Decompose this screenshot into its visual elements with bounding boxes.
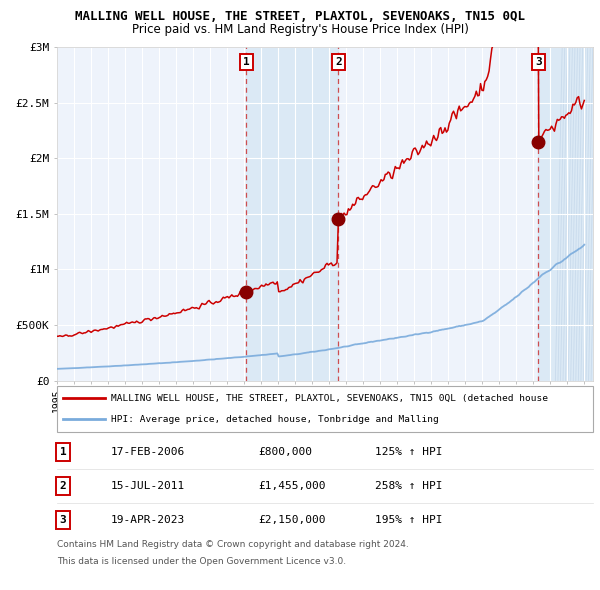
Text: £800,000: £800,000 — [258, 447, 312, 457]
Text: 3: 3 — [535, 57, 542, 67]
Bar — [246, 47, 338, 381]
Text: Contains HM Land Registry data © Crown copyright and database right 2024.: Contains HM Land Registry data © Crown c… — [57, 540, 409, 549]
Text: 3: 3 — [59, 516, 67, 525]
Bar — [559, 47, 593, 381]
Text: £1,455,000: £1,455,000 — [258, 481, 325, 491]
Text: MALLING WELL HOUSE, THE STREET, PLAXTOL, SEVENOAKS, TN15 0QL (detached house: MALLING WELL HOUSE, THE STREET, PLAXTOL,… — [111, 394, 548, 403]
Text: £2,150,000: £2,150,000 — [258, 516, 325, 525]
Text: 15-JUL-2011: 15-JUL-2011 — [111, 481, 185, 491]
Text: This data is licensed under the Open Government Licence v3.0.: This data is licensed under the Open Gov… — [57, 557, 346, 566]
Text: HPI: Average price, detached house, Tonbridge and Malling: HPI: Average price, detached house, Tonb… — [111, 415, 439, 424]
Text: 2: 2 — [335, 57, 342, 67]
Text: 1: 1 — [59, 447, 67, 457]
Text: Price paid vs. HM Land Registry's House Price Index (HPI): Price paid vs. HM Land Registry's House … — [131, 23, 469, 36]
Text: 19-APR-2023: 19-APR-2023 — [111, 516, 185, 525]
Text: 125% ↑ HPI: 125% ↑ HPI — [375, 447, 443, 457]
Text: 2: 2 — [59, 481, 67, 491]
Text: MALLING WELL HOUSE, THE STREET, PLAXTOL, SEVENOAKS, TN15 0QL: MALLING WELL HOUSE, THE STREET, PLAXTOL,… — [75, 10, 525, 23]
Text: 17-FEB-2006: 17-FEB-2006 — [111, 447, 185, 457]
Bar — [538, 47, 593, 381]
Text: 258% ↑ HPI: 258% ↑ HPI — [375, 481, 443, 491]
Text: 1: 1 — [243, 57, 250, 67]
Text: 195% ↑ HPI: 195% ↑ HPI — [375, 516, 443, 525]
